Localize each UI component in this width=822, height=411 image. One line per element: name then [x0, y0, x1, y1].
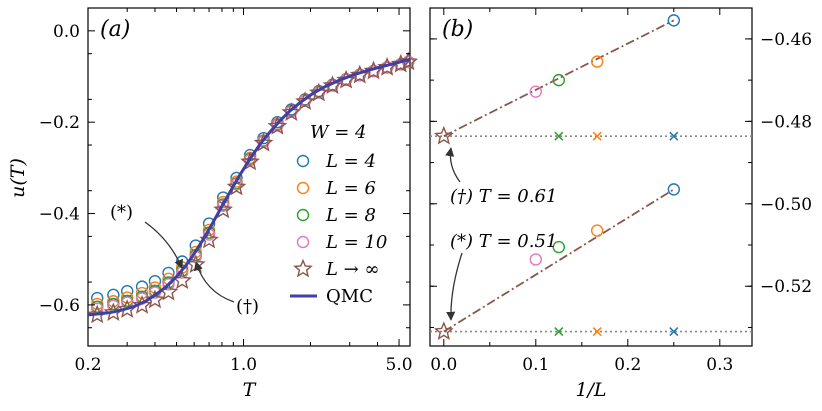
b-point-circle — [552, 73, 565, 87]
b-qmc-marker-b — [669, 327, 679, 337]
b-extrapolation-line — [443, 188, 675, 333]
b-qmc-marker — [554, 131, 564, 141]
b-point-circle — [529, 85, 542, 98]
a-point-star — [213, 199, 233, 219]
a-point-star — [336, 69, 356, 89]
legend-circle-marker — [296, 208, 310, 222]
b-point-circle — [590, 55, 604, 68]
legend-label: L = 8 — [325, 205, 376, 226]
b-ytick-label: −0.50 — [760, 195, 812, 215]
a-ytick-label: −0.4 — [39, 205, 80, 225]
a-xtick-label: 1.0 — [230, 355, 257, 375]
b-qmc-marker-b — [592, 131, 602, 141]
b-qmc-marker — [669, 327, 679, 337]
b-series-0 — [430, 14, 752, 145]
a-point-star — [281, 102, 302, 121]
b-point-star — [433, 125, 454, 145]
legend-title: W = 4 — [310, 122, 366, 143]
panel-b-label: (b) — [442, 17, 473, 42]
a-xtick-label: 5.0 — [386, 355, 413, 375]
panel-b-xlabel: 1/L — [575, 379, 606, 401]
panel-b-frame — [429, 7, 753, 347]
a-point-star — [253, 132, 274, 152]
a-qmc-line — [87, 57, 411, 317]
b-ytick-label: −0.48 — [760, 112, 812, 132]
a-point-star — [145, 289, 165, 309]
b-qmc-marker-b — [592, 327, 602, 337]
b-qmc-marker-b — [669, 131, 679, 141]
annotation-dagger-T: (†) T = 0.61 — [450, 186, 557, 207]
annotation-star-T-arrow — [446, 252, 463, 321]
a-point-star — [295, 91, 315, 110]
annotation-star-T: (*) T = 0.51 — [450, 231, 557, 252]
annotation-star: (*) — [110, 202, 133, 223]
a-point-star — [322, 75, 343, 95]
b-point-circle — [552, 240, 565, 254]
panel-a-xlabel: T — [243, 379, 257, 401]
b-xtick-label: 0.1 — [522, 355, 549, 375]
legend-circle-marker — [296, 235, 310, 249]
legend-label: L = 4 — [325, 151, 376, 172]
b-xtick-label: 0.2 — [614, 355, 641, 375]
legend-circle-marker — [296, 154, 310, 168]
legend: W = 4 L = 4 L = 6 L = 8 L = 10 L → ∞ QMC — [290, 122, 387, 307]
b-xtick-label: 0.0 — [430, 355, 457, 375]
b-qmc-marker — [592, 131, 602, 141]
a-ytick-label: 0.0 — [53, 22, 80, 42]
b-xtick-label: 0.3 — [706, 355, 733, 375]
b-ytick-label: −0.52 — [760, 277, 812, 297]
b-qmc-marker — [592, 327, 602, 337]
a-ytick-label: −0.2 — [39, 113, 80, 133]
annotation-dagger: (†) — [236, 296, 259, 317]
b-qmc-marker — [554, 327, 564, 337]
panel-a: 0.2 1.0 5.0 0.0 −0.2 −0.4 −0.6 (a) T u(T) W = … — [7, 7, 419, 401]
b-point-circle — [667, 14, 680, 27]
panel-a-ylabel: u(T) — [7, 158, 29, 198]
a-ytick-label: −0.6 — [39, 296, 80, 316]
a-point-star — [398, 51, 419, 71]
a-point-circle — [120, 291, 134, 304]
a-point-star — [226, 176, 247, 196]
annotation-dagger-arrow — [193, 261, 235, 303]
legend-label: L → ∞ — [325, 259, 379, 280]
b-point-circle — [590, 224, 604, 237]
b-qmc-marker-b — [554, 327, 564, 337]
b-point-circle — [667, 183, 680, 196]
annotation-star-arrow — [144, 221, 183, 269]
a-xtick-label: 0.2 — [74, 355, 101, 375]
b-series-1 — [430, 183, 752, 340]
legend-star-marker — [293, 258, 313, 278]
b-extrapolation-line — [443, 19, 675, 137]
legend-label: L = 6 — [325, 178, 376, 199]
legend-label: L = 10 — [325, 232, 387, 253]
b-ytick-label: −0.46 — [760, 30, 812, 50]
a-point-star — [240, 151, 260, 171]
legend-circle-marker — [296, 181, 310, 195]
b-qmc-marker-b — [554, 131, 564, 141]
panel-b: 0.0 0.1 0.2 0.3 −0.46 −0.48 −0.50 −0.52 (b) 1/L… — [429, 7, 812, 401]
a-point-star — [309, 82, 329, 102]
a-point-star — [267, 115, 288, 135]
b-qmc-marker — [669, 131, 679, 141]
b-point-star — [433, 321, 454, 340]
b-point-circle — [529, 253, 542, 266]
legend-label: QMC — [326, 286, 373, 307]
a-point-circle — [162, 278, 175, 291]
panel-a-frame — [87, 7, 411, 347]
annotation-dagger-T-arrow — [445, 147, 461, 183]
panel-a-label: (a) — [100, 17, 130, 42]
a-point-circle — [135, 280, 149, 293]
a-point-star — [132, 295, 152, 314]
